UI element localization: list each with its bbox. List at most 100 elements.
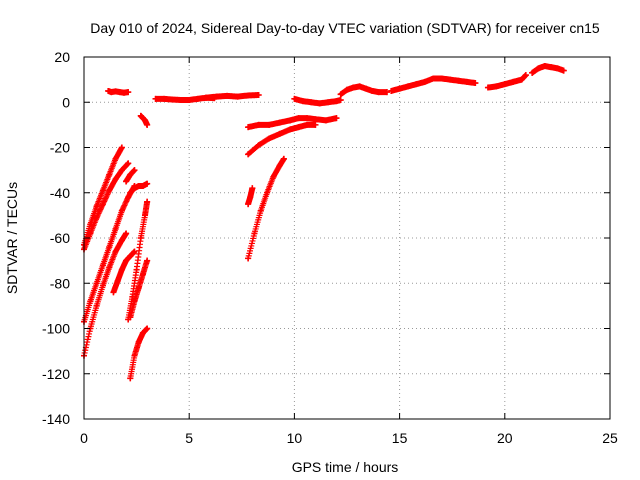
data-point — [152, 95, 159, 102]
data-point — [93, 214, 100, 221]
x-tick-label: 5 — [185, 430, 193, 446]
series-arc-13 — [245, 155, 287, 262]
data-point — [362, 85, 369, 92]
y-tick-label: -80 — [50, 275, 70, 291]
data-point — [493, 83, 500, 90]
data-point — [127, 375, 134, 382]
x-tick-label: 15 — [392, 430, 408, 446]
data-point — [312, 116, 319, 123]
data-point — [405, 83, 412, 90]
data-point — [112, 155, 119, 162]
data-point — [356, 83, 363, 90]
data-point — [430, 75, 437, 82]
data-point — [224, 92, 231, 99]
series-arc-10 — [245, 115, 340, 131]
data-point — [245, 124, 252, 131]
series-arc-2 — [137, 112, 151, 128]
data-point — [560, 67, 567, 74]
series-arc-22 — [127, 180, 151, 196]
data-point — [369, 87, 376, 94]
data-point — [295, 124, 302, 131]
data-point — [295, 115, 302, 122]
data-point — [463, 78, 470, 85]
data-point — [194, 95, 201, 102]
data-point — [501, 81, 508, 88]
data-point — [245, 201, 252, 208]
data-point — [276, 119, 283, 126]
data-point — [447, 76, 454, 83]
data-point — [118, 207, 125, 214]
data-point — [299, 98, 306, 105]
data-point — [139, 330, 146, 337]
data-point — [133, 266, 140, 273]
data-point — [337, 96, 344, 103]
series-marks — [81, 230, 130, 359]
series-arc-17 — [81, 230, 130, 359]
plot-frame — [83, 56, 611, 420]
data-point — [93, 280, 100, 287]
data-point — [375, 89, 382, 96]
data-point — [245, 92, 252, 99]
data-point — [203, 94, 210, 101]
data-point — [142, 117, 149, 124]
data-point — [529, 69, 536, 76]
data-point — [247, 194, 254, 201]
data-point — [554, 65, 561, 72]
y-tick-label: 20 — [54, 49, 70, 65]
data-point — [251, 230, 258, 237]
data-point — [125, 89, 132, 96]
data-point — [245, 151, 252, 158]
series-arc-14 — [81, 144, 125, 248]
data-point — [276, 162, 283, 169]
data-point — [255, 121, 262, 128]
data-point — [123, 230, 130, 237]
x-tick-label: 20 — [497, 430, 513, 446]
data-point — [322, 117, 329, 124]
series-arc-12 — [245, 185, 256, 208]
data-point — [123, 257, 130, 264]
data-point — [144, 121, 151, 128]
data-point — [396, 85, 403, 92]
data-point — [287, 126, 294, 133]
data-point — [114, 277, 121, 284]
data-point — [112, 248, 119, 255]
data-point — [522, 72, 529, 79]
data-point — [312, 121, 319, 128]
data-point — [118, 167, 125, 174]
series-arc-9 — [529, 63, 567, 76]
data-point — [518, 76, 525, 83]
data-point — [93, 302, 100, 309]
data-point — [144, 180, 151, 187]
series-arc-1 — [105, 87, 132, 96]
x-tick-label: 25 — [602, 430, 618, 446]
series-marks — [127, 325, 151, 382]
data-point — [99, 262, 106, 269]
data-point — [110, 289, 117, 296]
data-point — [127, 171, 134, 178]
data-point — [270, 173, 277, 180]
series-arc-5 — [291, 95, 344, 107]
x-axis-label: GPS time / hours — [292, 459, 399, 475]
data-point — [213, 93, 220, 100]
data-point — [383, 89, 390, 96]
y-tick-label: 0 — [62, 94, 70, 110]
data-point — [99, 187, 106, 194]
data-point — [287, 117, 294, 124]
data-point — [112, 225, 119, 232]
data-point — [127, 189, 134, 196]
data-point — [350, 84, 357, 91]
data-point — [93, 203, 100, 210]
grid — [84, 57, 610, 419]
data-point — [388, 87, 395, 94]
data-point — [280, 155, 287, 162]
data-point — [333, 98, 340, 105]
data-points — [81, 63, 567, 382]
y-tick-label: -100 — [42, 321, 70, 337]
data-point — [127, 253, 134, 260]
data-point — [333, 115, 340, 122]
data-point — [421, 78, 428, 85]
data-point — [125, 194, 132, 201]
data-point — [304, 115, 311, 122]
series-arc-7 — [388, 75, 479, 94]
